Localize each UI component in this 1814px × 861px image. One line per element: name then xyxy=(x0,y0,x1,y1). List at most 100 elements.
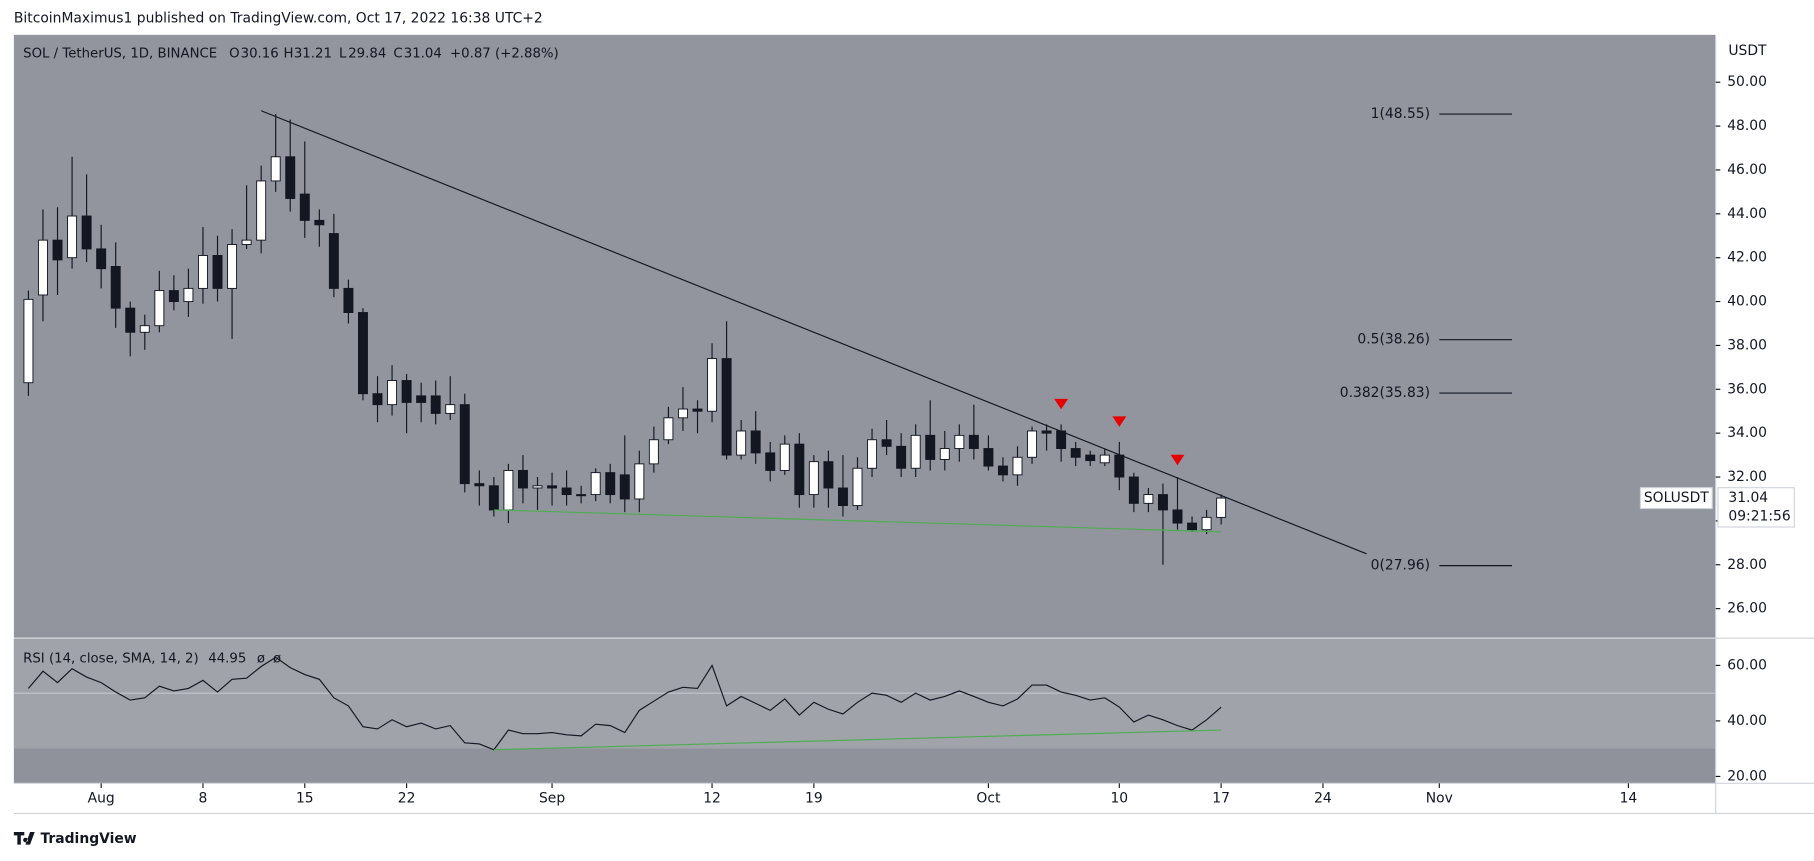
candle-body xyxy=(445,404,456,414)
price-box xyxy=(1717,487,1795,528)
drawn-line xyxy=(493,509,1222,533)
candle-body xyxy=(212,255,223,289)
candle-body xyxy=(1172,509,1183,524)
y-tick-label: 42.00 xyxy=(1727,250,1767,266)
candle-body xyxy=(605,472,616,496)
y-tick-label: 44.00 xyxy=(1727,206,1767,222)
candle-body xyxy=(648,439,659,465)
x-tick-label: 22 xyxy=(398,790,416,806)
candle-body xyxy=(736,430,747,456)
candle-body xyxy=(867,439,878,469)
x-tick-label: Aug xyxy=(88,790,115,806)
candle-body xyxy=(343,287,354,313)
ohlc-letter: H xyxy=(283,46,293,61)
candle-body xyxy=(139,325,150,333)
candle-body xyxy=(852,467,863,507)
y-unit: USDT xyxy=(1728,43,1767,59)
y-tick-label: 36.00 xyxy=(1727,381,1767,397)
x-tick-label: 10 xyxy=(1110,790,1128,806)
candle-body xyxy=(1216,497,1227,518)
symbol-label: SOLUSDT xyxy=(1644,490,1709,506)
candle-body xyxy=(430,395,441,414)
candle-body xyxy=(823,461,834,489)
candle-body xyxy=(707,358,718,412)
candle-body xyxy=(663,417,674,441)
candle-body xyxy=(677,408,688,419)
x-tick-label: 14 xyxy=(1620,790,1638,806)
drawn-line xyxy=(493,729,1222,751)
candle-body xyxy=(1099,454,1110,464)
publisher: BitcoinMaximus1 published on TradingView… xyxy=(14,11,543,27)
x-tick-label: 8 xyxy=(199,790,208,806)
candle-body xyxy=(837,487,848,507)
candle-body xyxy=(634,463,645,500)
candle-body xyxy=(299,193,310,221)
candle-body xyxy=(314,219,325,226)
candle-body xyxy=(503,469,514,511)
candle-body xyxy=(285,156,296,199)
x-tick-label: 24 xyxy=(1314,790,1332,806)
candle-body xyxy=(794,443,805,496)
y-tick-label: 60.00 xyxy=(1727,657,1767,673)
candle-body xyxy=(1201,516,1212,531)
candle-body xyxy=(925,434,936,460)
drawn-line xyxy=(260,110,1367,555)
ohlc-value: 31.04 xyxy=(404,46,442,61)
rsi-line xyxy=(27,656,1222,751)
candle-body xyxy=(256,180,267,241)
y-tick-label: 50.00 xyxy=(1727,74,1767,90)
x-tick-label: Sep xyxy=(539,790,565,806)
symbol-box xyxy=(1639,487,1713,510)
candle-body xyxy=(1128,476,1139,504)
candle-body xyxy=(96,248,107,270)
candle-body xyxy=(765,452,776,471)
candle-body xyxy=(328,233,339,289)
countdown: 09:21:56 xyxy=(1728,509,1790,525)
candle-body xyxy=(1157,494,1168,511)
y-tick-label: 38.00 xyxy=(1727,337,1767,353)
x-tick-label: 12 xyxy=(703,790,721,806)
footer-logo xyxy=(13,831,35,845)
y-tick-label: 20.00 xyxy=(1727,768,1767,784)
candle-body xyxy=(619,474,630,500)
candle-body xyxy=(357,312,368,395)
ohlc-letter: O xyxy=(229,46,239,61)
x-tick-label: 19 xyxy=(805,790,823,806)
candle-body xyxy=(416,395,427,403)
x-tick-label: Oct xyxy=(976,790,1001,806)
candle-body xyxy=(1012,456,1023,476)
candle-body xyxy=(1114,454,1125,478)
footer-brand: TradingView xyxy=(40,831,136,847)
candle-body xyxy=(547,485,558,489)
rsi-flag: ø xyxy=(257,651,265,666)
candle-body xyxy=(517,469,528,489)
y-tick-label: 28.00 xyxy=(1727,557,1767,573)
fib-label: 1(48.55) xyxy=(1371,106,1430,122)
candle-body xyxy=(561,487,572,496)
symbol-title: SOL / TetherUS, 1D, BINANCE xyxy=(23,46,217,61)
candle-body xyxy=(154,290,165,327)
candle-body xyxy=(576,494,587,497)
candle-body xyxy=(23,298,34,384)
candle-body xyxy=(227,244,238,289)
candle-body xyxy=(939,448,950,460)
candle-body xyxy=(896,445,907,469)
candle-body xyxy=(1056,430,1067,449)
y-tick-label: 40.00 xyxy=(1727,294,1767,310)
candle-body xyxy=(81,215,92,250)
candle-body xyxy=(110,266,121,309)
candle-body xyxy=(387,380,398,406)
candle-body xyxy=(750,430,761,454)
ohlc-letter: C xyxy=(393,46,402,61)
candle-body xyxy=(1085,454,1096,462)
change: +0.87 (+2.88%) xyxy=(450,46,559,61)
candle-body xyxy=(125,307,136,333)
candle-body xyxy=(270,156,281,182)
y-tick-label: 40.00 xyxy=(1727,713,1767,729)
y-tick-label: 32.00 xyxy=(1727,469,1767,485)
candle-body xyxy=(1143,494,1154,504)
candle-body xyxy=(197,255,208,289)
candle-body xyxy=(241,239,252,245)
candle-body xyxy=(721,358,732,456)
